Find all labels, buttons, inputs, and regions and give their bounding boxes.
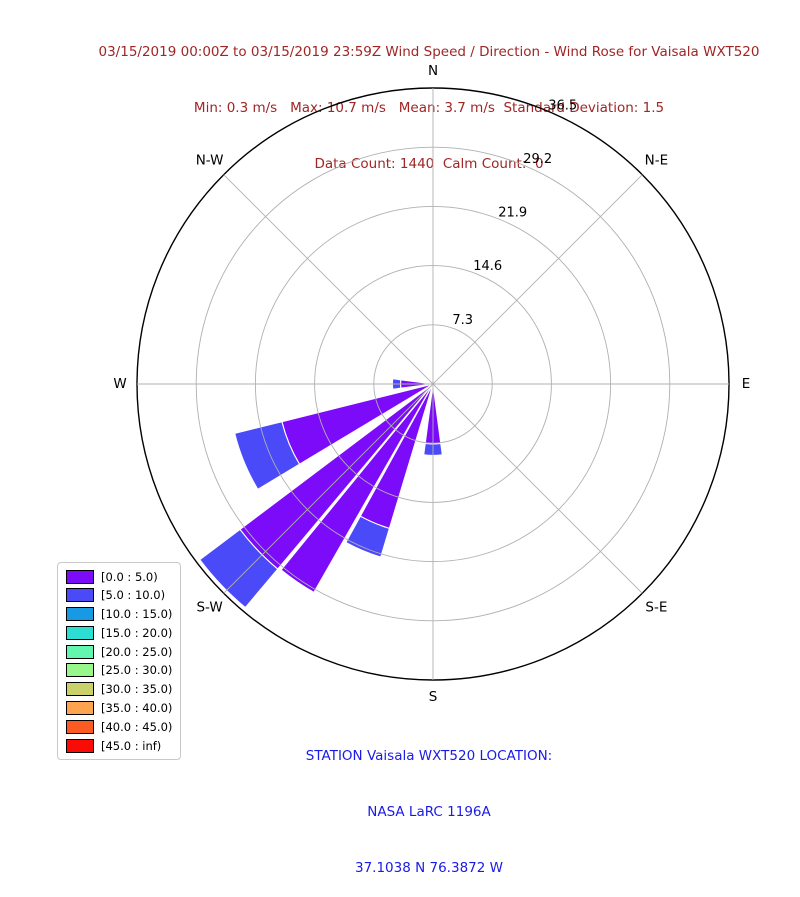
- grid-spoke: [432, 383, 643, 594]
- legend-label: [0.0 : 5.0): [101, 569, 158, 584]
- direction-label-S-E: S-E: [645, 599, 667, 615]
- coords-line: 37.1038 N 76.3872 W: [355, 860, 503, 877]
- windrose-page: { "header": { "title_line1": "03/15/2019…: [57, 44, 760, 877]
- legend-label: [20.0 : 25.0): [101, 644, 173, 659]
- legend-label: [5.0 : 10.0): [101, 588, 166, 603]
- legend-swatch: [66, 607, 94, 622]
- direction-label-W: W: [113, 376, 126, 392]
- legend-swatch: [66, 719, 94, 734]
- chart-subtitle-counts: Data Count: 1440 Calm Count: 0: [314, 155, 544, 172]
- grid-spoke: [223, 174, 434, 385]
- legend-items: [0.0 : 5.0) [5.0 : 10.0) [10.0 : 15.0) [15.…: [66, 569, 173, 753]
- radius-tick-label: 14.6: [473, 259, 502, 274]
- legend-swatch: [66, 625, 94, 640]
- legend-swatch: [66, 682, 94, 697]
- radius-tick-label: 7.3: [452, 313, 473, 328]
- petal-segment-SW-by-S-bin0: [280, 383, 434, 594]
- legend-item-6: [30.0 : 35.0): [66, 682, 173, 697]
- legend-swatch: [66, 644, 94, 659]
- legend-item-0: [0.0 : 5.0): [66, 569, 172, 584]
- legend-label: [30.0 : 35.0): [101, 682, 173, 697]
- legend-label: [45.0 : inf): [101, 738, 162, 753]
- legend-label: [40.0 : 45.0): [101, 719, 173, 734]
- direction-label-S-W: S-W: [196, 599, 222, 615]
- legend-label: [35.0 : 40.0): [101, 701, 173, 716]
- legend-swatch: [66, 569, 94, 584]
- petal-segment-WSW-bin1: [234, 421, 301, 491]
- legend-item-9: [45.0 : inf): [66, 738, 172, 753]
- legend-item-2: [10.0 : 15.0): [66, 607, 173, 622]
- direction-label-N: N: [428, 63, 438, 79]
- legend-label: [10.0 : 15.0): [101, 607, 173, 622]
- radius-tick-label: 29.2: [523, 152, 552, 167]
- petal-segment-SW-bin1: [199, 528, 279, 609]
- grid-spoke: [432, 174, 643, 385]
- speed-bin-legend: [0.0 : 5.0) [5.0 : 10.0) [10.0 : 15.0) [15.…: [57, 562, 182, 761]
- radius-tick-label: 21.9: [498, 206, 527, 221]
- windrose-plot: N N-E E S-E S S-W W N-W 7.3 14.6 21.9 29.2 36.5: [113, 63, 751, 705]
- legend-item-8: [40.0 : 45.0): [66, 719, 173, 734]
- legend-swatch: [66, 663, 94, 678]
- legend-item-4: [20.0 : 25.0): [66, 644, 173, 659]
- direction-label-N-W: N-W: [196, 153, 224, 169]
- legend-label: [15.0 : 20.0): [101, 625, 173, 640]
- direction-label-N-E: N-E: [645, 153, 669, 169]
- station-line: STATION Vaisala WXT520 LOCATION:: [305, 747, 553, 764]
- direction-label-E: E: [742, 376, 751, 392]
- legend-swatch: [66, 738, 94, 753]
- direction-label-S: S: [429, 689, 438, 705]
- grid-spoke: [223, 383, 434, 594]
- site-line: NASA LaRC 1196A: [367, 803, 491, 820]
- legend-item-1: [5.0 : 10.0): [66, 588, 172, 603]
- legend-swatch: [66, 588, 94, 603]
- radius-tick-label: 36.5: [548, 98, 577, 113]
- legend-label: [25.0 : 30.0): [101, 663, 173, 678]
- station-footer: STATION Vaisala WXT520 LOCATION: NASA La…: [29, 709, 800, 897]
- legend-item-5: [25.0 : 30.0): [66, 663, 173, 678]
- legend-swatch: [66, 701, 94, 716]
- petal-segment-SSW-bin1: [345, 515, 391, 558]
- chart-title: 03/15/2019 00:00Z to 03/15/2019 23:59Z W…: [98, 44, 760, 61]
- legend-item-3: [15.0 : 20.0): [66, 625, 173, 640]
- legend-item-7: [35.0 : 40.0): [66, 701, 173, 716]
